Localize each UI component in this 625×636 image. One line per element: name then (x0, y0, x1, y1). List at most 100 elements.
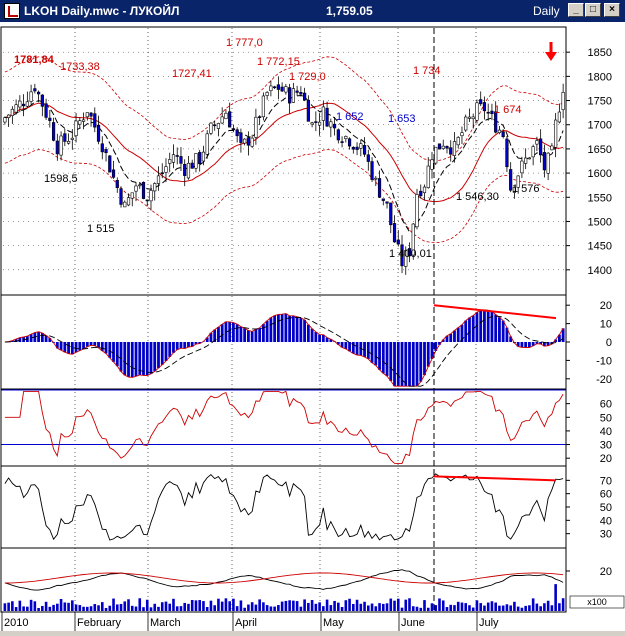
candle-body (333, 124, 336, 128)
macd-histogram-bar (374, 342, 377, 365)
macd-histogram-bar (386, 342, 389, 376)
x-tick-label: April (235, 617, 257, 629)
candle-body (225, 113, 228, 119)
volume-bar (221, 602, 224, 611)
candle-body (476, 103, 479, 120)
candle-body (52, 122, 55, 140)
candle-body (101, 144, 104, 152)
price-annotation: 1 652 (336, 111, 364, 123)
volume-bar (330, 605, 333, 611)
volume-bar (487, 603, 490, 611)
volume-bar (345, 600, 348, 611)
y-tick-label: 1500 (588, 216, 612, 228)
macd-histogram-bar (127, 342, 130, 377)
volume-bar (195, 600, 198, 611)
volume-bar (337, 603, 340, 611)
candle-body (228, 112, 231, 127)
candle-body (210, 123, 213, 133)
candle-body (41, 95, 44, 106)
candle-body (217, 123, 220, 128)
volume-scale-label: x100 (587, 597, 607, 607)
candle-body (79, 121, 82, 125)
volume-bar (123, 601, 126, 611)
moving-average-line (5, 103, 563, 201)
candle-body (112, 170, 115, 177)
volume-bar (187, 604, 190, 611)
y-tick-label: -10 (596, 355, 612, 367)
volume-bar (7, 603, 10, 611)
volume-bar (243, 608, 246, 611)
y-tick-label: 1600 (588, 168, 612, 180)
volume-bar (79, 605, 82, 611)
volume-bar (419, 608, 422, 611)
volume-bar (240, 600, 243, 611)
candle-body (371, 162, 374, 180)
volume-bar (247, 605, 250, 611)
candle-body (521, 161, 524, 173)
volume-bar (225, 598, 228, 611)
macd-histogram-bar (255, 329, 258, 342)
macd-histogram-bar (63, 342, 66, 352)
macd-histogram-bar (408, 342, 411, 386)
volume-bar (476, 600, 479, 611)
macd-histogram-bar (318, 335, 321, 342)
y-tick-label: 1750 (588, 96, 612, 108)
macd-histogram-bar (232, 323, 235, 342)
volume-bar (270, 606, 273, 611)
price-annotation: 1 653 (388, 113, 416, 125)
y-tick-label: 1650 (588, 144, 612, 156)
volume-bar (172, 599, 175, 611)
macd-histogram-bar (161, 342, 164, 365)
last-price: 1,759.05 (326, 4, 373, 18)
x-tick-label: 2010 (4, 617, 28, 629)
x-tick-label: June (401, 617, 425, 629)
maximize-button[interactable]: □ (585, 3, 601, 17)
volume-bar (251, 602, 254, 611)
volume-bar (423, 600, 426, 611)
macd-histogram-bar (371, 342, 374, 363)
volume-bar (202, 601, 205, 611)
volume-bar (138, 598, 141, 611)
volume-bar (547, 601, 550, 611)
stochastic-line (5, 474, 563, 540)
volume-bar (307, 603, 310, 611)
candle-body (307, 100, 310, 121)
macd-histogram-bar (393, 342, 396, 386)
volume-bar (146, 600, 149, 611)
candle-body (270, 86, 273, 91)
volume-bar (506, 604, 509, 611)
macd-histogram-bar (221, 324, 224, 342)
volume-bar (228, 601, 231, 611)
macd-histogram-bar (423, 342, 426, 375)
x-tick-label: July (479, 617, 499, 629)
y-tick-label: 40 (600, 426, 612, 438)
y-tick-label: 30 (600, 440, 612, 452)
close-button[interactable]: × (604, 3, 620, 17)
title-bar[interactable]: LKOH Daily.mwc - ЛУКОЙЛ 1,759.05 Daily _… (0, 0, 625, 22)
macd-histogram-bar (296, 317, 299, 342)
volume-bar (41, 606, 44, 611)
volume-bar (521, 608, 524, 611)
candle-body (483, 102, 486, 110)
candle-body (15, 105, 18, 112)
volume-bar (22, 606, 25, 611)
candle-body (195, 153, 198, 168)
candle-body (438, 144, 441, 149)
candle-body (341, 142, 344, 143)
y-tick-label: 20 (600, 300, 612, 312)
macd-histogram-bar (187, 342, 190, 347)
macd-histogram-bar (476, 312, 479, 342)
macd-histogram-bar (116, 342, 119, 366)
macd-histogram-bar (348, 342, 351, 351)
volume-bar (157, 607, 160, 611)
minimize-button[interactable]: _ (568, 3, 584, 17)
candle-body (431, 160, 434, 170)
volume-bar (52, 605, 55, 611)
y-tick-label: 1400 (588, 265, 612, 277)
candle-body (419, 191, 422, 196)
candle-body (539, 139, 542, 155)
candle-body (60, 136, 63, 155)
candle-body (562, 92, 565, 109)
